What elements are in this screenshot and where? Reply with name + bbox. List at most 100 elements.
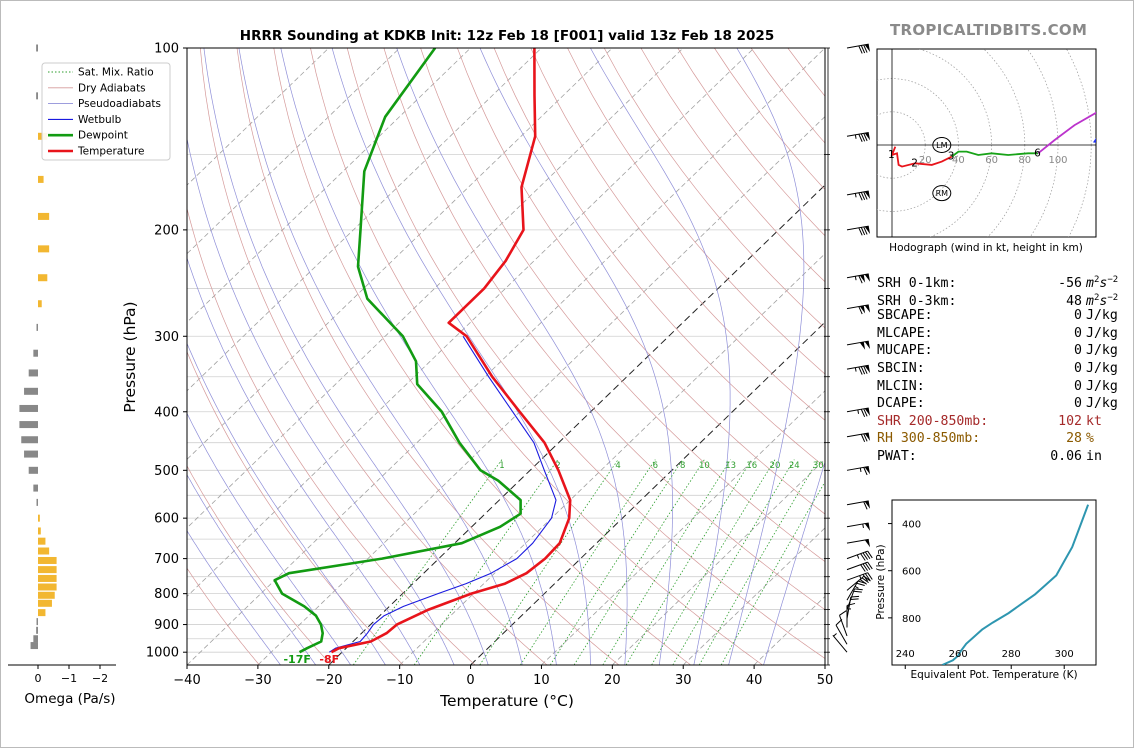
barb-half-flag	[854, 276, 857, 281]
omega-bar	[38, 583, 57, 591]
mixing-ratio-line	[520, 459, 656, 665]
x-tick-label: −30	[244, 673, 271, 688]
isotherm	[612, 458, 825, 665]
barb-flag	[860, 553, 866, 561]
param-value: 48	[1066, 293, 1082, 309]
barb-flag	[858, 275, 863, 284]
barb-half-flag	[854, 134, 857, 139]
mixing-ratio-label: 2	[555, 461, 560, 471]
pseudoadiabat	[187, 342, 386, 665]
hodograph-trace	[890, 146, 953, 168]
mixing-ratio-label: 6	[653, 461, 658, 471]
theta-e-x-tick-label: 240	[896, 649, 915, 660]
omega-bar	[33, 635, 38, 643]
mixing-ratio-label: 36	[833, 461, 844, 471]
barb-flag	[858, 306, 863, 315]
wind-barb	[846, 500, 871, 510]
dry-adiabat	[383, 48, 825, 611]
legend-entry: Pseudoadiabats	[78, 98, 161, 110]
barb-shaft	[846, 273, 869, 279]
param-row: RH 300-850mb: 28%	[877, 430, 1118, 448]
barb-flag	[858, 134, 863, 142]
omega-bar	[38, 274, 48, 282]
x-tick-label: −40	[173, 673, 200, 688]
param-unit: in	[1086, 448, 1102, 464]
mixing-ratio-line	[651, 459, 776, 665]
wetbulb-line	[329, 336, 557, 653]
wind-barb	[846, 595, 860, 619]
pseudoadiabat	[187, 136, 455, 665]
param-label: SHR 200-850mb:	[877, 413, 989, 429]
theta-e-x-tick-label: 260	[949, 649, 968, 660]
legend-box	[41, 62, 171, 161]
mixing-ratio-line	[352, 459, 503, 665]
omega-bar	[38, 537, 46, 545]
theta-e-x-tick-label: 280	[1002, 649, 1021, 660]
omega-bar	[19, 404, 38, 412]
barb-flag	[863, 408, 868, 417]
param-unit: J/kg	[1086, 343, 1118, 359]
isotherm	[187, 48, 330, 186]
wind-barb	[846, 43, 871, 54]
omega-panel: 0 −1 −2	[8, 44, 116, 685]
wind-barb	[846, 575, 871, 591]
pseudoadiabat	[187, 530, 281, 665]
barb-shaft	[846, 500, 869, 506]
omega-bar	[38, 212, 50, 220]
barb-shaft	[846, 432, 869, 438]
omega-bar	[38, 591, 55, 599]
hodograph-ring-label: 60	[985, 155, 998, 166]
barb-pennant	[859, 305, 866, 314]
barb-half-flag	[857, 409, 860, 414]
param-row: MLCAPE: 0 J/kg	[877, 325, 1118, 343]
hodograph-trace	[1037, 111, 1096, 155]
barb-shaft	[846, 561, 868, 571]
param-value: 0	[1074, 360, 1082, 376]
mixing-ratio-label: 10	[699, 461, 710, 471]
param-unit: J/kg	[1086, 360, 1118, 376]
barb-pennant	[864, 273, 871, 282]
storm-motion-circle	[932, 137, 952, 153]
barb-flag	[860, 227, 866, 236]
theta-e-panel: 240 260 280 300 400 600 800	[888, 499, 1097, 669]
pseudoadiabat	[763, 460, 825, 665]
mixing-ratio-label: 4	[615, 461, 620, 471]
barb-shaft	[846, 304, 869, 310]
wind-barb	[846, 364, 871, 375]
barb-pennant	[864, 432, 871, 441]
barb-flag	[863, 226, 868, 235]
barb-flag	[860, 133, 866, 142]
barb-pennant	[864, 539, 871, 548]
wind-barb	[832, 633, 848, 653]
barb-flag	[863, 365, 868, 374]
plot-frame	[186, 47, 826, 666]
barb-shaft	[846, 131, 869, 137]
param-value: 0	[1074, 378, 1082, 394]
barb-flag	[864, 573, 871, 581]
chart-title: HRRR Sounding at KDKB Init: 12z Feb 18 […	[240, 28, 774, 44]
hodograph-height-label: 2	[911, 157, 918, 169]
theta-e-y-tick-label: 600	[902, 567, 921, 578]
barb-flag	[853, 590, 862, 593]
hodograph-panel: 20 40 60 80 100 1 2 3 6 9 LM RM	[876, 48, 1097, 238]
isotherm	[187, 48, 684, 529]
barb-pennant	[864, 341, 871, 349]
pseudoadiabat	[187, 256, 421, 665]
y-tick-label: 100	[154, 42, 179, 57]
wind-barb	[846, 432, 871, 442]
param-value: 0.06	[1050, 448, 1082, 464]
omega-bar	[36, 323, 38, 331]
hodograph-ring-label: 80	[1018, 155, 1031, 166]
mixing-ratio-line	[698, 459, 819, 665]
dry-adiabat	[187, 207, 476, 665]
dry-adiabat	[493, 48, 825, 468]
barb-half-flag	[854, 585, 859, 589]
param-value: 0	[1074, 308, 1082, 324]
barb-shaft	[846, 340, 869, 346]
omega-tick-label: −2	[92, 672, 108, 685]
barb-flag	[860, 434, 866, 442]
param-row: SRH 0-3km: 48 m2s−2	[877, 290, 1118, 309]
wind-barb	[846, 131, 871, 142]
storm-motion-label: RM	[936, 189, 949, 198]
